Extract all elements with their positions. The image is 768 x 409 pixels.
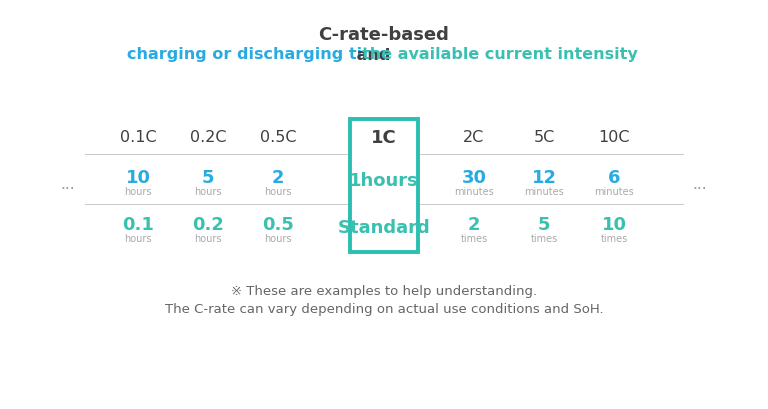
- Text: times: times: [601, 234, 627, 243]
- Text: The C-rate can vary depending on actual use conditions and SoH.: The C-rate can vary depending on actual …: [164, 303, 604, 316]
- Text: charging or discharging time: charging or discharging time: [127, 47, 389, 62]
- Text: 2: 2: [272, 169, 284, 187]
- Text: 0.5C: 0.5C: [260, 130, 296, 145]
- Text: 5C: 5C: [533, 130, 554, 145]
- Text: hours: hours: [194, 234, 222, 243]
- Text: 1C: 1C: [371, 129, 397, 147]
- Text: the available current intensity: the available current intensity: [362, 47, 637, 62]
- Bar: [350, 120, 418, 252]
- Text: 2C: 2C: [463, 130, 485, 145]
- Text: Standard: Standard: [338, 218, 430, 236]
- Text: ...: ...: [61, 177, 75, 192]
- Text: 1hours: 1hours: [349, 172, 419, 189]
- Text: ※ These are examples to help understanding.: ※ These are examples to help understandi…: [231, 285, 537, 298]
- Text: ...: ...: [693, 177, 707, 192]
- Text: and: and: [351, 47, 396, 62]
- Text: 30: 30: [462, 169, 486, 187]
- Text: hours: hours: [124, 234, 152, 243]
- Text: hours: hours: [194, 187, 222, 196]
- Text: 0.1C: 0.1C: [120, 130, 157, 145]
- Text: 10C: 10C: [598, 130, 630, 145]
- Text: C-rate-based: C-rate-based: [319, 26, 449, 44]
- Text: minutes: minutes: [594, 187, 634, 196]
- Text: 0.2: 0.2: [192, 216, 224, 234]
- Text: 6: 6: [607, 169, 621, 187]
- Text: times: times: [460, 234, 488, 243]
- Text: 10: 10: [601, 216, 627, 234]
- Text: 10: 10: [125, 169, 151, 187]
- Text: minutes: minutes: [454, 187, 494, 196]
- Text: 12: 12: [531, 169, 557, 187]
- Text: 0.5: 0.5: [262, 216, 294, 234]
- Text: minutes: minutes: [524, 187, 564, 196]
- Text: 0.1: 0.1: [122, 216, 154, 234]
- Text: hours: hours: [264, 187, 292, 196]
- Text: times: times: [531, 234, 558, 243]
- Text: hours: hours: [124, 187, 152, 196]
- Text: 5: 5: [538, 216, 550, 234]
- Text: 0.2C: 0.2C: [190, 130, 227, 145]
- Text: hours: hours: [264, 234, 292, 243]
- Text: 5: 5: [202, 169, 214, 187]
- Text: 2: 2: [468, 216, 480, 234]
